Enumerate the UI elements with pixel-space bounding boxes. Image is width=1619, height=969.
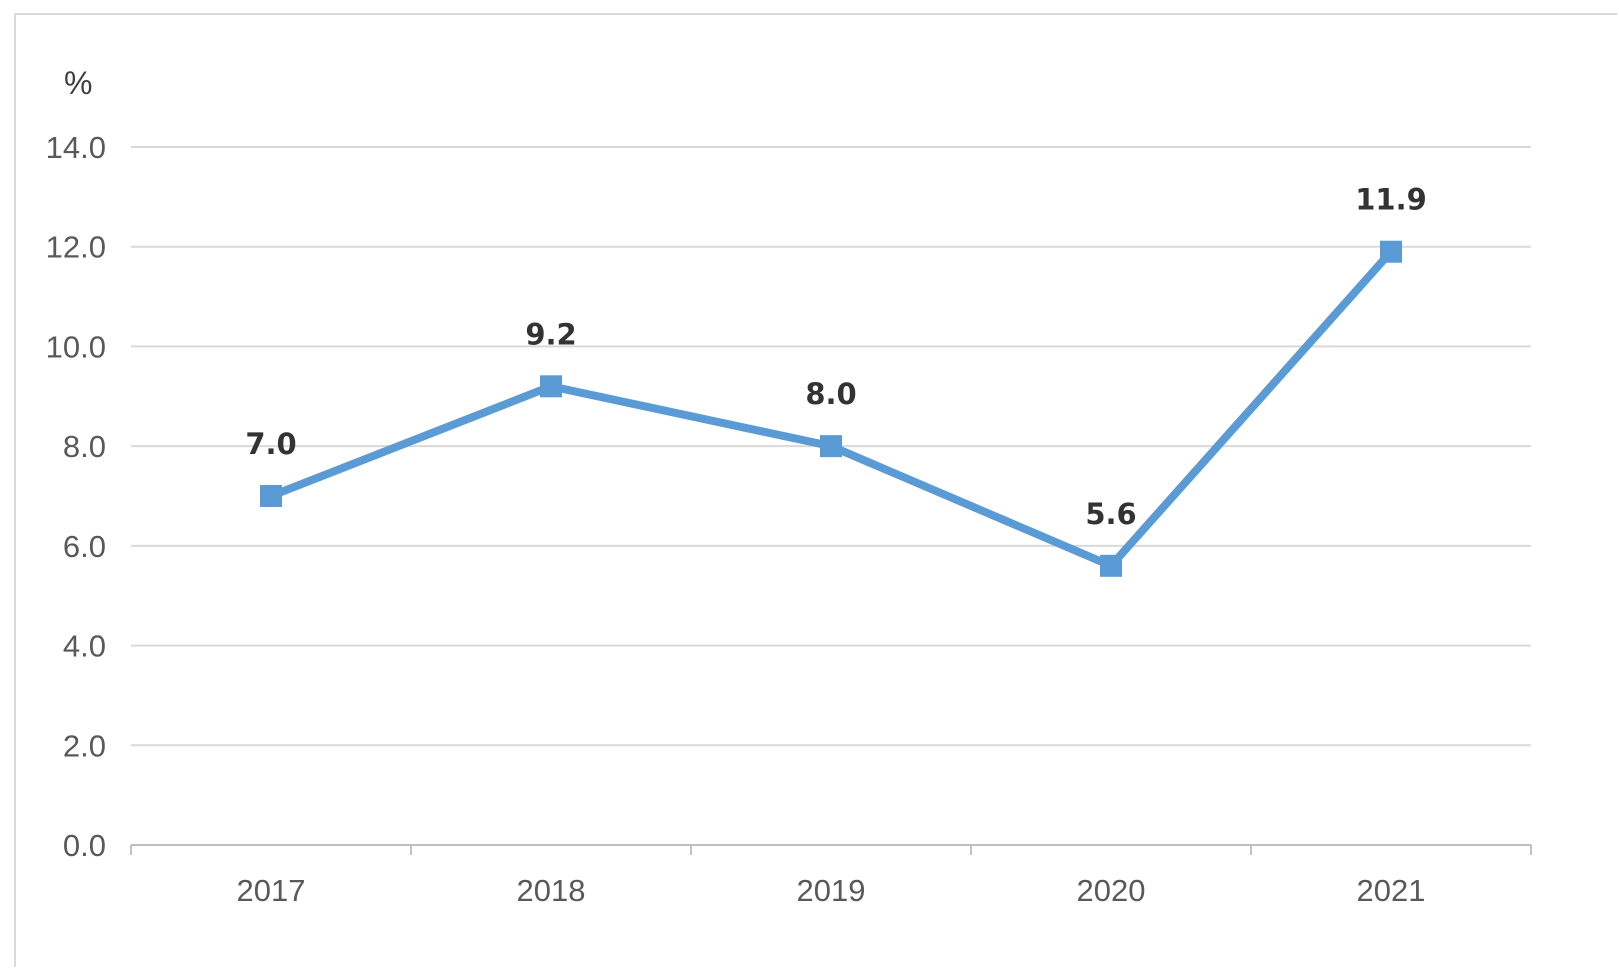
data-point-marker xyxy=(260,485,282,507)
data-label: 11.9 xyxy=(1355,183,1427,217)
y-tick-label: 6.0 xyxy=(63,529,106,564)
data-label: 8.0 xyxy=(805,377,856,411)
y-tick-label: 10.0 xyxy=(46,329,106,364)
data-label: 5.6 xyxy=(1085,497,1136,531)
data-point-marker xyxy=(1380,240,1402,263)
data-point-marker xyxy=(820,435,842,458)
y-axis-unit-label: % xyxy=(64,65,92,101)
data-labels: 7.0 9.2 8.0 5.6 11.9 xyxy=(245,183,1426,531)
data-point-marker xyxy=(540,375,562,398)
y-tick-label: 14.0 xyxy=(46,130,106,165)
x-tick-label: 2017 xyxy=(237,873,306,908)
x-axis-tick-labels: 2017 2018 2019 2020 2021 xyxy=(237,873,1426,908)
y-axis-tick-labels: 0.0 2.0 4.0 6.0 8.0 10.0 12.0 14.0 xyxy=(46,130,106,863)
chart-frame xyxy=(14,13,1617,967)
x-tick-label: 2018 xyxy=(517,873,586,908)
data-point-marker xyxy=(1100,554,1122,577)
x-tick-label: 2020 xyxy=(1077,873,1146,908)
y-tick-label: 8.0 xyxy=(63,429,106,464)
data-label: 7.0 xyxy=(245,427,296,461)
y-tick-label: 0.0 xyxy=(63,828,106,863)
x-tick-label: 2019 xyxy=(797,873,866,908)
data-label: 9.2 xyxy=(525,317,576,351)
data-markers xyxy=(260,240,1402,577)
x-axis xyxy=(130,844,1532,855)
y-tick-label: 4.0 xyxy=(63,629,106,664)
y-tick-label: 12.0 xyxy=(46,230,106,265)
y-tick-label: 2.0 xyxy=(63,728,106,763)
x-tick-label: 2021 xyxy=(1357,873,1426,908)
